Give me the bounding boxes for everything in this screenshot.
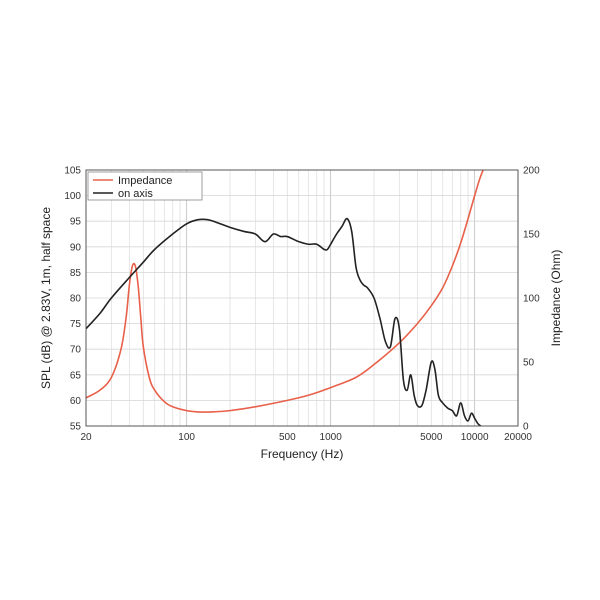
- curves: [86, 170, 485, 426]
- plot-frame: [85, 169, 519, 427]
- grid: [86, 169, 518, 427]
- y-right-tick-label: 50: [523, 358, 535, 369]
- series-line-on-axis: [86, 217, 482, 426]
- x-tick-label: 500: [279, 432, 296, 443]
- ticks: 55 60 65 70 75 80 85 90 95 100 105 0 50 100 150 200 20 10…: [64, 166, 540, 444]
- y-left-tick-label: 75: [70, 319, 82, 330]
- y-left-axis-title: SPL (dB) @ 2.83V, 1m, half space: [39, 207, 53, 389]
- legend: Impedance on axis: [87, 171, 203, 201]
- y-left-tick-label: 70: [70, 345, 82, 356]
- x-tick-label: 100: [178, 432, 195, 443]
- y-right-tick-label: 150: [523, 230, 540, 241]
- y-left-tick-label: 65: [70, 370, 82, 381]
- x-tick-label: 20: [80, 432, 92, 443]
- y-right-tick-label: 200: [523, 166, 540, 177]
- x-axis-title: Frequency (Hz): [261, 447, 344, 461]
- y-left-tick-label: 85: [70, 268, 82, 279]
- y-left-tick-label: 55: [70, 422, 82, 433]
- y-left-tick-label: 90: [70, 242, 82, 253]
- x-tick-label: 20000: [504, 432, 532, 443]
- y-left-tick-label: 95: [70, 217, 82, 228]
- y-right-tick-label: 0: [523, 422, 529, 433]
- x-tick-label: 5000: [420, 432, 443, 443]
- y-left-tick-label: 60: [70, 396, 82, 407]
- y-left-tick-label: 80: [70, 294, 82, 305]
- x-tick-label: 1000: [320, 432, 343, 443]
- legend-label-on-axis: on axis: [118, 188, 153, 200]
- series-line-impedance: [86, 170, 485, 413]
- y-right-tick-label: 100: [523, 294, 540, 305]
- y-left-tick-label: 105: [64, 166, 81, 177]
- y-right-axis-title: Impedance (Ohm): [549, 250, 563, 347]
- legend-label-impedance: Impedance: [118, 175, 172, 187]
- x-tick-label: 10000: [461, 432, 489, 443]
- y-left-tick-label: 100: [64, 191, 81, 202]
- legend-box: [87, 171, 203, 201]
